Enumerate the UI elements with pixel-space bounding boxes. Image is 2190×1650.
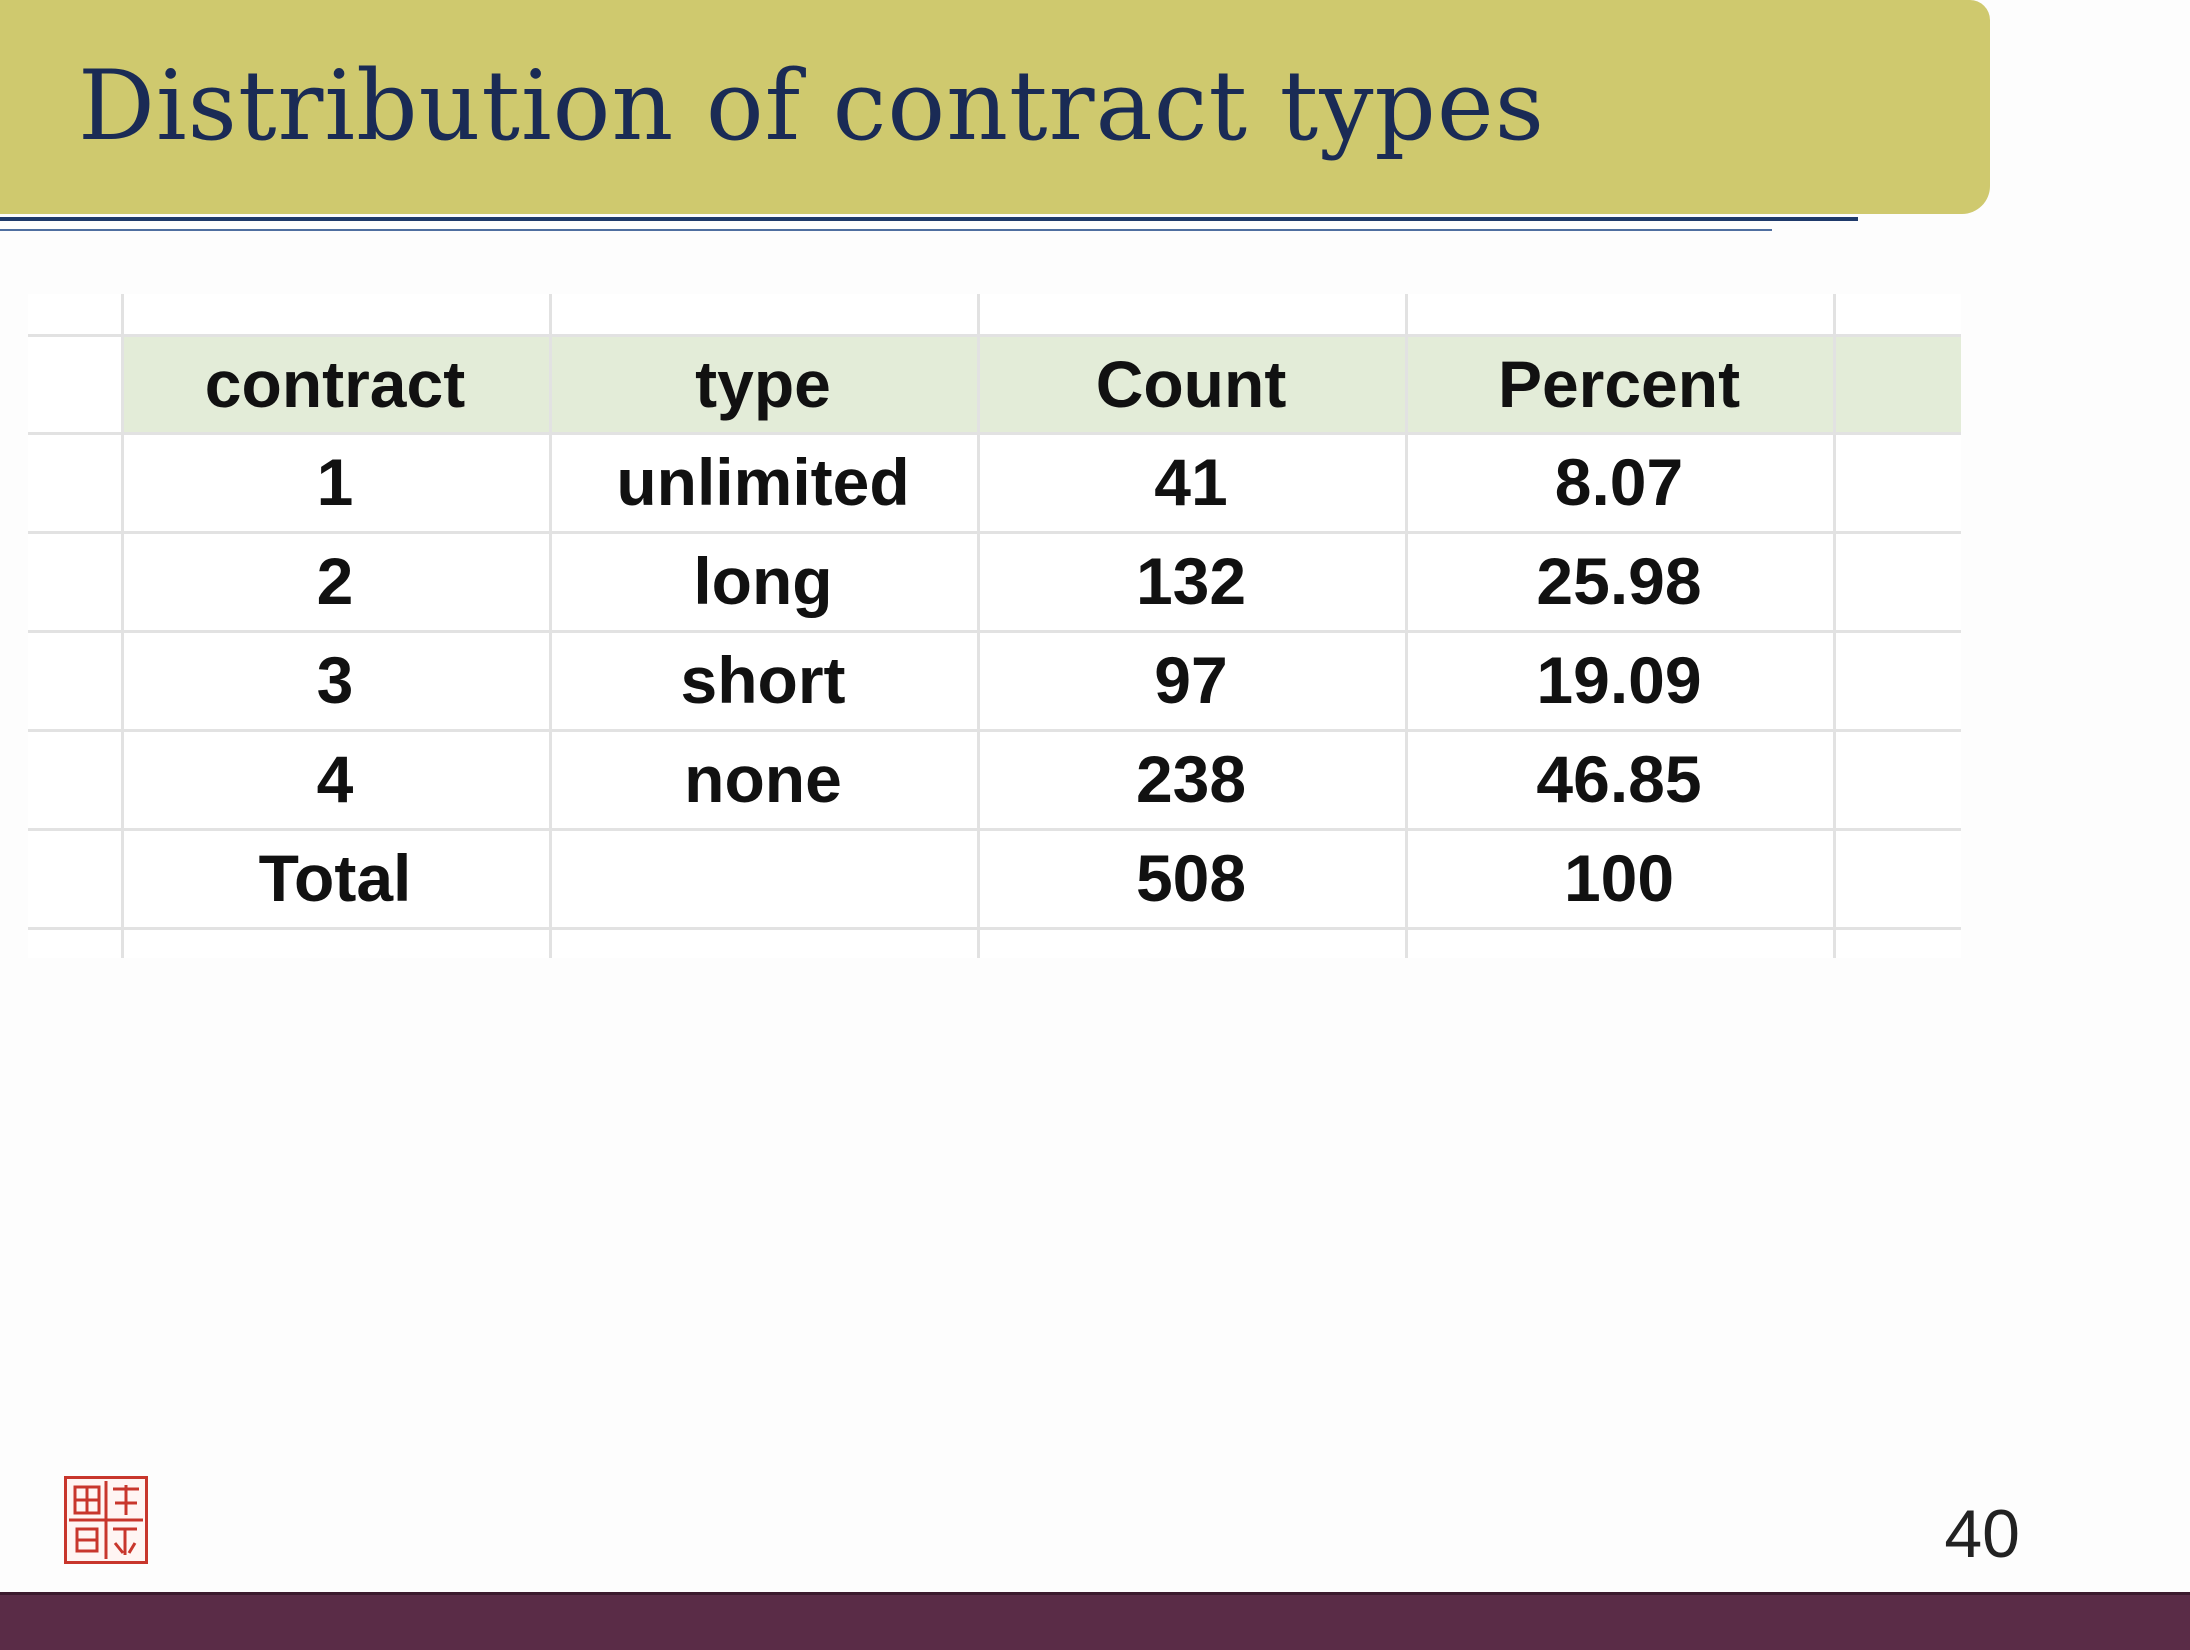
table-row: 3 short 97 19.09 [28, 631, 1961, 730]
table-header-row: contract type Count Percent [28, 335, 1961, 434]
table-cell: 25.98 [1536, 544, 1702, 618]
grid-line [1833, 294, 1836, 958]
header-cell-contract: contract [204, 347, 466, 421]
table-cell: 8.07 [1554, 445, 1684, 519]
title-divider [0, 217, 1858, 221]
table-cell: long [693, 544, 833, 618]
grid-line [28, 828, 1961, 831]
table-cell: 4 [316, 742, 354, 816]
table-cell: Total [258, 841, 412, 915]
table-total-row: Total 508 100 [28, 829, 1961, 928]
header-cell-percent: Percent [1497, 347, 1741, 421]
grid-line [28, 432, 1961, 435]
table-cell: short [680, 643, 846, 717]
table-cell: 3 [316, 643, 354, 717]
table-cell: 19.09 [1536, 643, 1702, 717]
title-divider-thin [0, 229, 1772, 231]
table-cell [549, 829, 977, 928]
grid-line [28, 927, 1961, 930]
table-row: 1 unlimited 41 8.07 [28, 433, 1961, 532]
slide-title: Distribution of contract types [78, 50, 1545, 162]
table-cell: 100 [1563, 841, 1675, 915]
grid-line [121, 294, 124, 958]
grid-line [28, 531, 1961, 534]
table-cell: 132 [1135, 544, 1247, 618]
table-cell: 41 [1154, 445, 1228, 519]
title-bar: Distribution of contract types [0, 0, 1990, 214]
header-cell-count: Count [1095, 347, 1287, 421]
header-row-background [121, 337, 1961, 432]
page-number: 40 [1944, 1496, 2020, 1572]
grid-line [28, 630, 1961, 633]
grid-line [28, 729, 1961, 732]
grid-line [1405, 294, 1408, 958]
table-cell: 2 [316, 544, 354, 618]
table-cell: unlimited [616, 445, 910, 519]
grid-line [549, 294, 552, 958]
grid-line [28, 334, 1961, 337]
table-row: 4 none 238 46.85 [28, 730, 1961, 829]
table-cell: 97 [1154, 643, 1228, 717]
spreadsheet-table: contract type Count Percent 1 unlimited … [28, 294, 1961, 958]
header-cell-type: type [695, 347, 831, 421]
red-seal-stamp-icon [64, 1476, 148, 1564]
table-cell: 1 [316, 445, 354, 519]
table-row: 2 long 132 25.98 [28, 532, 1961, 631]
grid-line [977, 294, 980, 958]
table-cell: 508 [1135, 841, 1247, 915]
table-cell: 46.85 [1536, 742, 1702, 816]
table-cell: none [684, 742, 842, 816]
footer-bar [0, 1592, 2190, 1650]
table-cell: 238 [1135, 742, 1247, 816]
